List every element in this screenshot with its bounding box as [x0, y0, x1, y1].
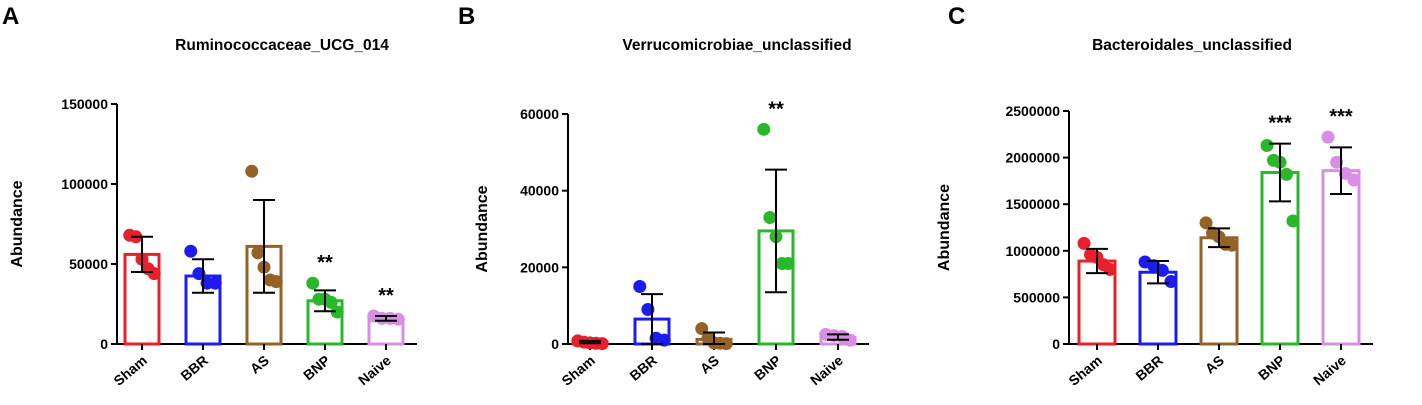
significance-label: ** — [317, 252, 333, 274]
significance-label: ** — [768, 98, 784, 120]
chart-title: Verrucomicrobiae_unclassified — [622, 37, 851, 54]
y-axis-label: Abundance — [474, 185, 491, 272]
y-tick-label: 2500000 — [1005, 103, 1060, 119]
data-point-bnp — [324, 295, 338, 309]
x-tick-label: BBR — [177, 352, 211, 384]
data-point-bbr — [208, 276, 222, 290]
x-tick-label: Naive — [1310, 352, 1349, 388]
data-point-as — [269, 275, 283, 289]
data-point-bnp — [1260, 138, 1274, 152]
x-tick-label: BNP — [300, 352, 333, 383]
y-tick-label: 20000 — [520, 259, 559, 275]
bar-naive — [1321, 169, 1361, 346]
significance-label: *** — [1329, 106, 1353, 128]
data-point-naive — [1347, 173, 1361, 187]
data-point-bnp — [306, 276, 320, 290]
panel-c: C Bacteroidales_unclassified Abundance 0 500… — [936, 3, 1373, 389]
x-tick-label: BBR — [1132, 352, 1166, 384]
chart-title: Bacteroidales_unclassified — [1092, 37, 1292, 54]
x-tick-label: Sham — [1065, 352, 1104, 389]
data-point-as — [1199, 216, 1213, 230]
y-tick-label: 1000000 — [1005, 243, 1060, 259]
y-tick-label: 50000 — [69, 256, 108, 272]
panel-letter: B — [458, 3, 475, 30]
data-point-bnp — [763, 211, 777, 224]
x-tick-label: Naive — [355, 352, 394, 388]
y-tick-label: 40000 — [520, 183, 559, 199]
data-point-as — [719, 337, 733, 351]
significance-label: ** — [378, 285, 394, 307]
data-point-bnp — [1279, 167, 1293, 181]
y-tick-label: 0 — [1052, 336, 1060, 352]
x-tick-label: Naive — [807, 352, 846, 388]
y-tick-label: 0 — [551, 336, 559, 352]
panel-b: B Verrucomicrobiae_unclassified Abundance 0… — [458, 3, 869, 389]
panel-a: A Ruminococcaceae_UCG_014 Abundance 0 50000 1… — [2, 3, 417, 389]
y-tick-label: 150000 — [61, 96, 108, 112]
data-point-bnp — [757, 122, 771, 136]
data-point-naive — [843, 333, 857, 347]
x-tick-label: BNP — [751, 352, 784, 383]
y-axis-label: Abundance — [936, 184, 953, 271]
x-tick-label: BNP — [1255, 352, 1288, 383]
data-point-as — [1225, 238, 1239, 252]
panel-letter: C — [948, 3, 965, 30]
y-tick-label: 1500000 — [1005, 196, 1060, 212]
data-point-naive — [1330, 155, 1344, 169]
y-tick-label: 60000 — [520, 106, 559, 122]
data-point-bbr — [184, 244, 198, 258]
data-point-naive — [391, 312, 405, 326]
x-tick-label: Sham — [558, 352, 597, 389]
y-tick-label: 100000 — [61, 176, 108, 192]
x-tick-label: Sham — [110, 352, 149, 389]
data-point-bnp — [330, 305, 344, 319]
y-tick-label: 500000 — [1013, 289, 1060, 305]
data-point-naive — [1321, 130, 1335, 144]
x-tick-label: AS — [1202, 352, 1227, 377]
x-tick-label: AS — [247, 352, 272, 377]
data-point-bbr — [1164, 275, 1178, 289]
y-axis-label: Abundance — [9, 180, 26, 267]
data-point-as — [245, 164, 259, 178]
data-point-sham — [147, 267, 161, 281]
bar-as — [1199, 236, 1239, 346]
y-tick-label: 0 — [100, 336, 108, 352]
panel-letter: A — [2, 3, 19, 30]
significance-label: *** — [1268, 113, 1292, 135]
data-point-as — [251, 246, 265, 260]
y-tick-label: 2000000 — [1005, 150, 1060, 166]
data-point-sham — [1077, 236, 1091, 250]
chart-title: Ruminococcaceae_UCG_014 — [175, 37, 389, 54]
data-point-bbr — [1155, 263, 1169, 277]
x-tick-label: AS — [697, 352, 722, 377]
data-point-bnp — [1286, 214, 1300, 228]
data-point-bnp — [781, 257, 795, 270]
x-tick-label: BBR — [626, 352, 660, 384]
data-point-bbr — [633, 280, 647, 293]
